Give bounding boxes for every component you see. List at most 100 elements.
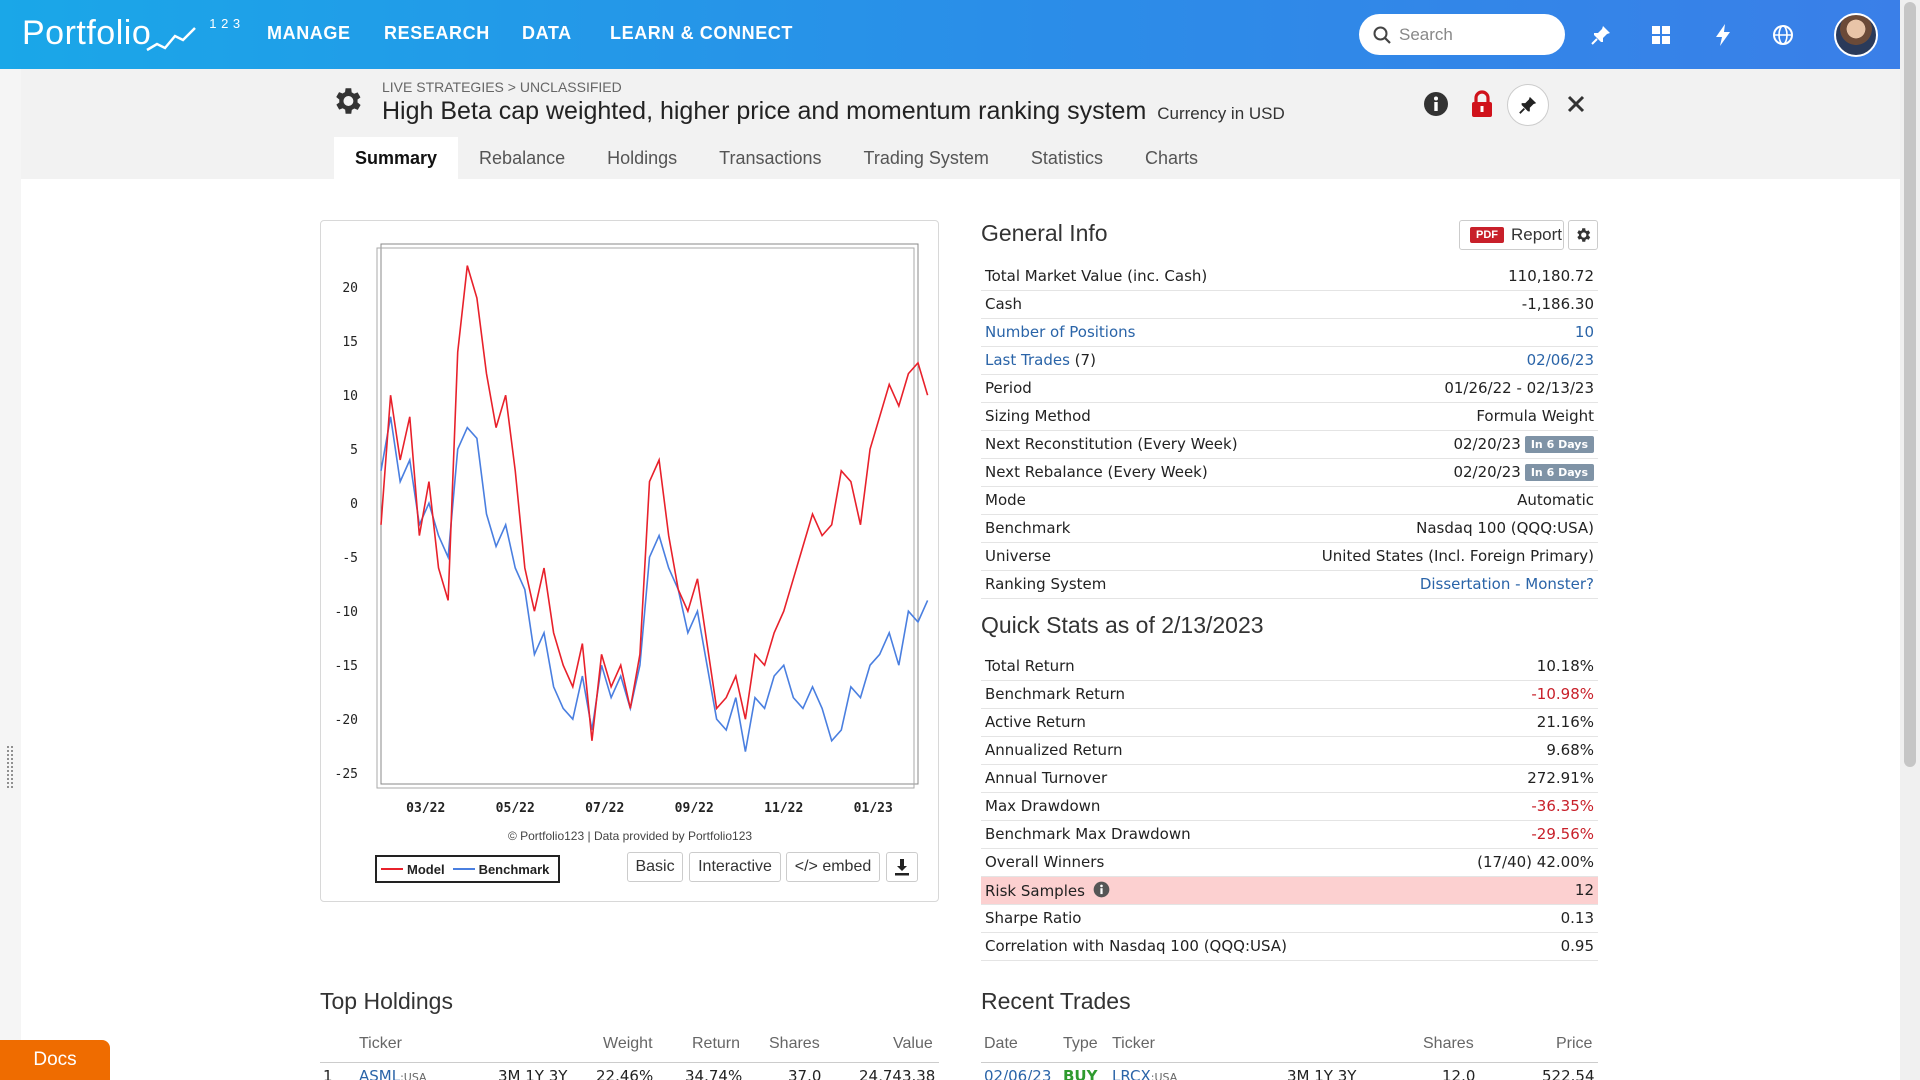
col-shares[interactable]: Shares	[1423, 1035, 1474, 1052]
status-badge: In 6 Days	[1524, 436, 1594, 453]
chart-embed-button[interactable]: </> embed	[786, 852, 880, 882]
grid-icon[interactable]	[1646, 20, 1676, 50]
docs-button[interactable]: Docs	[0, 1040, 110, 1080]
col-price[interactable]: Price	[1556, 1035, 1593, 1052]
row-label: Period	[981, 374, 1279, 403]
pdf-report-button[interactable]: PDF Report	[1459, 220, 1564, 250]
nav-manage[interactable]: MANAGE	[267, 23, 351, 43]
trade-date-link[interactable]: 02/06/23	[984, 1067, 1052, 1080]
x-tick-label: 01/23	[854, 801, 893, 816]
holding-periods-links[interactable]: 3M 1Y 3Y	[498, 1067, 568, 1080]
col-return[interactable]: Return	[692, 1035, 741, 1052]
positions-count-link[interactable]: 10	[1574, 323, 1594, 341]
download-icon	[895, 859, 909, 876]
col-type[interactable]: Type	[1063, 1035, 1098, 1052]
nav-research[interactable]: RESEARCH	[384, 23, 490, 43]
chart-download-button[interactable]	[886, 852, 918, 882]
info-icon[interactable]	[1093, 881, 1110, 898]
legend-benchmark: Benchmark	[478, 861, 550, 877]
row-value: 02/20/23	[1453, 435, 1521, 453]
legend-benchmark-swatch	[452, 868, 475, 870]
table-row: Total Return 10.18%	[981, 652, 1598, 681]
search-box[interactable]	[1359, 14, 1565, 55]
row-label: Overall Winners	[981, 848, 1421, 877]
user-avatar[interactable]	[1834, 13, 1878, 57]
tab-rebalance[interactable]: Rebalance	[479, 147, 566, 168]
chart-legend[interactable]: Model Benchmark	[375, 855, 560, 883]
last-trades-link[interactable]: Last Trades	[985, 351, 1070, 369]
tab-trading-system[interactable]: Trading System	[863, 147, 989, 168]
col-ticker[interactable]: Ticker	[1112, 1035, 1155, 1052]
page-title: High Beta cap weighted, higher price and…	[382, 97, 1285, 126]
col-value[interactable]: Value	[893, 1035, 933, 1052]
table-row: Benchmark Nasdaq 100 (QQQ:USA)	[981, 514, 1598, 543]
row-label: Benchmark	[981, 514, 1279, 543]
chart-interactive-button[interactable]: Interactive	[689, 852, 781, 882]
benchmark-series-line[interactable]	[380, 416, 929, 752]
page-scrollbar[interactable]	[1900, 0, 1920, 1080]
table-row: Annualized Return 9.68%	[981, 736, 1598, 765]
row-value: 9.68%	[1420, 736, 1598, 765]
trade-exchange: :USA	[1150, 1071, 1178, 1080]
row-label: Sharpe Ratio	[981, 904, 1421, 933]
resize-grip[interactable]	[6, 745, 14, 789]
lightning-icon[interactable]	[1708, 20, 1738, 50]
report-settings-button[interactable]	[1568, 220, 1598, 250]
last-trade-date-link[interactable]: 02/06/23	[1526, 351, 1594, 369]
col-weight[interactable]: Weight	[603, 1035, 653, 1052]
globe-icon[interactable]	[1768, 20, 1798, 50]
info-icon[interactable]	[1420, 88, 1452, 120]
search-input[interactable]	[1399, 24, 1559, 45]
top-holdings-title: Top Holdings	[320, 988, 453, 1014]
col-date[interactable]: Date	[984, 1035, 1018, 1052]
settings-gear-icon[interactable]	[330, 84, 364, 118]
ranking-system-link[interactable]: Dissertation - Monster?	[1419, 575, 1594, 593]
breadcrumb[interactable]: LIVE STRATEGIES > UNCLASSIFIED	[382, 79, 622, 95]
row-value: 272.91%	[1420, 764, 1598, 793]
y-tick-label: -15	[335, 659, 358, 674]
performance-chart[interactable]: 20 15 10 5 0 -5 -10 -15 -20 -25 03/22 05/22 07/22 09…	[320, 220, 939, 850]
row-label: Cash	[981, 290, 1279, 319]
search-icon	[1373, 26, 1391, 44]
pin-icon[interactable]	[1586, 20, 1616, 50]
row-value: -10.98%	[1420, 680, 1598, 709]
nav-data[interactable]: DATA	[522, 23, 572, 43]
row-value: -1,186.30	[1278, 290, 1598, 319]
table-row: Annual Turnover 272.91%	[981, 764, 1598, 793]
close-icon[interactable]	[1560, 88, 1592, 120]
row-label: Total Return	[981, 652, 1421, 681]
number-of-positions-link[interactable]: Number of Positions	[985, 323, 1136, 341]
holding-ticker-link[interactable]: ASML	[359, 1067, 401, 1080]
tab-statistics[interactable]: Statistics	[1030, 147, 1103, 168]
pin-strategy-icon[interactable]	[1507, 84, 1549, 126]
row-label: Ranking System	[981, 570, 1279, 599]
col-shares[interactable]: Shares	[769, 1035, 820, 1052]
row-value: 12	[1420, 876, 1598, 905]
row-label: Active Return	[981, 708, 1421, 737]
lock-icon[interactable]	[1466, 88, 1498, 120]
row-value: 0.13	[1420, 904, 1598, 933]
model-series-line[interactable]	[380, 265, 929, 741]
x-tick-label: 07/22	[585, 801, 624, 816]
tab-summary[interactable]: Summary	[334, 137, 459, 179]
nav-learn-connect[interactable]: LEARN & CONNECT	[610, 23, 793, 43]
table-row: Next Rebalance (Every Week) 02/20/23 In 6 …	[981, 458, 1598, 487]
legend-model-swatch	[381, 868, 403, 870]
portfolio123-logo[interactable]: Portfolio 1 2 3	[22, 14, 241, 52]
table-row: Number of Positions 10	[981, 318, 1598, 347]
tab-holdings[interactable]: Holdings	[607, 147, 678, 168]
chart-copyright: © Portfolio123 | Data provided by Portfo…	[508, 829, 752, 843]
y-tick-label: 10	[342, 389, 358, 404]
scrollbar-thumb[interactable]	[1904, 2, 1916, 767]
chart-basic-button[interactable]: Basic	[627, 852, 683, 882]
x-tick-label: 05/22	[496, 801, 535, 816]
tab-transactions[interactable]: Transactions	[719, 147, 822, 168]
col-ticker[interactable]: Ticker	[359, 1035, 402, 1052]
tab-charts[interactable]: Charts	[1144, 147, 1198, 168]
trade-periods-links[interactable]: 3M 1Y 3Y	[1287, 1067, 1357, 1080]
trade-ticker-link[interactable]: LRCX	[1112, 1067, 1151, 1080]
y-tick-label: -20	[335, 713, 358, 728]
x-tick-label: 09/22	[675, 801, 714, 816]
trade-price: 522.54	[1542, 1067, 1595, 1080]
row-value: 01/26/22 - 02/13/23	[1278, 374, 1598, 403]
